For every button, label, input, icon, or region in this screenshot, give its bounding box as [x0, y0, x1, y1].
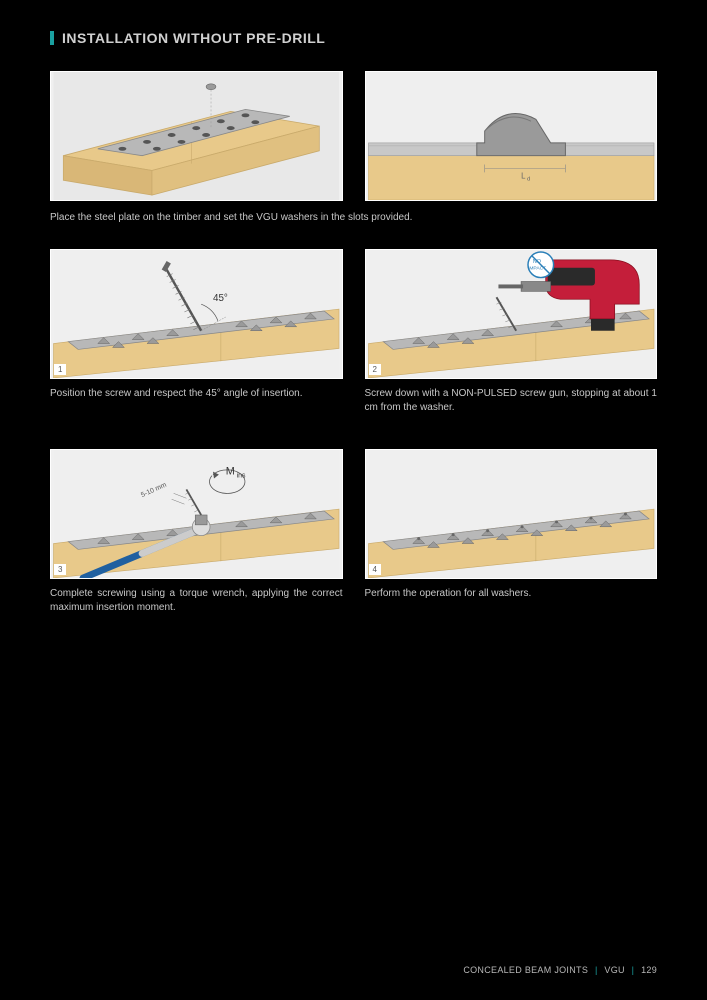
diagram-step-2: NO IMPACT 2 [365, 249, 658, 379]
footer-page-num: 129 [641, 965, 657, 975]
step4-caption: Perform the operation for all washers. [365, 587, 658, 601]
diagram-step-3: 5-10 mm M ins 3 [50, 449, 343, 579]
row-steps-3-4: 5-10 mm M ins 3 Complete screwing using … [50, 449, 657, 639]
top-row: L d [50, 71, 657, 201]
page-title: INSTALLATION WITHOUT PRE-DRILL [62, 30, 325, 46]
page-footer: CONCEALED BEAM JOINTS | VGU | 129 [463, 965, 657, 975]
footer-sep-2: | [632, 965, 635, 975]
accent-bar [50, 31, 54, 45]
svg-text:NO: NO [532, 259, 540, 265]
step-number-2: 2 [369, 364, 381, 375]
detail-label-text: L [521, 171, 526, 180]
page-header: INSTALLATION WITHOUT PRE-DRILL [50, 30, 657, 46]
step2-caption: Screw down with a NON-PULSED screw gun, … [365, 387, 658, 415]
step-number-4: 4 [369, 564, 381, 575]
step1-caption: Position the screw and respect the 45° a… [50, 387, 343, 401]
diagram-plate-placement [50, 71, 343, 201]
top-caption: Place the steel plate on the timber and … [50, 211, 657, 225]
moment-label-text: M [226, 466, 235, 478]
svg-text:ins: ins [237, 473, 246, 480]
step-number-3: 3 [54, 564, 66, 575]
svg-text:d: d [527, 176, 530, 182]
angle-label-text: 45° [213, 293, 228, 304]
step-number-1: 1 [54, 364, 66, 375]
footer-section: CONCEALED BEAM JOINTS [463, 965, 588, 975]
step3-caption: Complete screwing using a torque wrench,… [50, 587, 343, 615]
row-steps-1-2: 45° 1 Position the screw and respect the… [50, 249, 657, 439]
diagram-step-1: 45° 1 [50, 249, 343, 379]
diagram-step-4: 4 [365, 449, 658, 579]
footer-product: VGU [604, 965, 624, 975]
footer-sep-1: | [595, 965, 598, 975]
svg-text:IMPACT: IMPACT [527, 266, 545, 272]
diagram-washer-detail: L d [365, 71, 658, 201]
